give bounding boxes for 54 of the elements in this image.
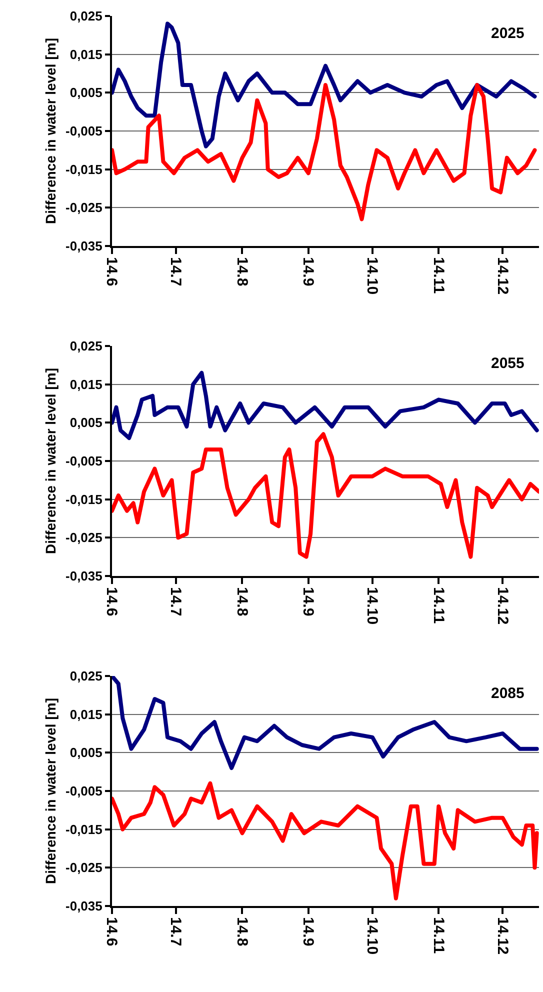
annotation: 2055 <box>491 355 524 372</box>
y-tick-label: -0,005 <box>66 454 102 469</box>
y-tick-label: 0,015 <box>70 376 102 392</box>
y-axis-title: Difference in water level [m] <box>42 368 59 554</box>
x-tick-label: 14.12 <box>494 257 511 295</box>
x-tick-label: 14.12 <box>494 587 511 625</box>
line-series <box>112 432 539 559</box>
y-tick-label: -0,015 <box>66 822 102 837</box>
y-tick-label: -0,025 <box>66 530 102 546</box>
y-tick-label: -0,025 <box>66 860 102 876</box>
x-tick-label: 14.10 <box>364 587 381 625</box>
x-tick-label: 14.11 <box>430 587 447 624</box>
y-tick-label: 0,015 <box>70 706 102 722</box>
y-tick-label: -0,015 <box>66 492 102 507</box>
y-tick-label: -0,035 <box>66 898 102 914</box>
y-tick-label: -0,005 <box>66 124 102 139</box>
y-tick-label: 0,025 <box>70 8 102 24</box>
x-tick-label: 14.12 <box>494 917 511 955</box>
y-tick-label: 0,005 <box>70 745 102 760</box>
line-series <box>112 676 539 770</box>
x-tick-label: 14.9 <box>300 257 317 286</box>
y-tick-label: -0,005 <box>66 784 102 799</box>
line-series <box>112 83 537 222</box>
y-axis-title: Difference in water level [m] <box>42 698 59 884</box>
y-tick-label: -0,035 <box>66 568 102 584</box>
line-series <box>112 781 539 900</box>
x-tick-label: 14.7 <box>167 257 184 286</box>
y-tick-label: -0,015 <box>66 162 102 177</box>
y-tick-label: 0,015 <box>70 46 102 62</box>
x-tick-label: 14.6 <box>103 587 120 616</box>
y-tick-label: 0,005 <box>70 85 102 100</box>
y-tick-label: 0,005 <box>70 415 102 430</box>
annotation: 2025 <box>491 25 524 42</box>
y-tick-label: 0,025 <box>70 338 102 354</box>
x-tick-label: 14.11 <box>430 257 447 294</box>
y-tick-label: -0,025 <box>66 200 102 216</box>
x-tick-label: 14.11 <box>430 917 447 954</box>
y-axis-title: Difference in water level [m] <box>42 38 59 224</box>
x-tick-label: 14.10 <box>364 257 381 295</box>
line-series <box>112 22 537 148</box>
annotation: 2085 <box>491 685 524 702</box>
x-tick-label: 14.8 <box>233 587 250 616</box>
x-tick-label: 14.10 <box>364 917 381 955</box>
y-tick-label: 0,025 <box>70 668 102 684</box>
x-tick-label: 14.7 <box>167 917 184 946</box>
line-series <box>112 370 539 440</box>
x-tick-label: 14.7 <box>167 587 184 616</box>
x-tick-label: 14.8 <box>233 257 250 286</box>
x-tick-label: 14.6 <box>103 917 120 946</box>
y-tick-label: -0,035 <box>66 238 102 254</box>
x-tick-label: 14.9 <box>300 587 317 616</box>
x-tick-label: 14.6 <box>103 257 120 286</box>
x-tick-label: 14.9 <box>300 917 317 946</box>
x-tick-label: 14.8 <box>233 917 250 946</box>
